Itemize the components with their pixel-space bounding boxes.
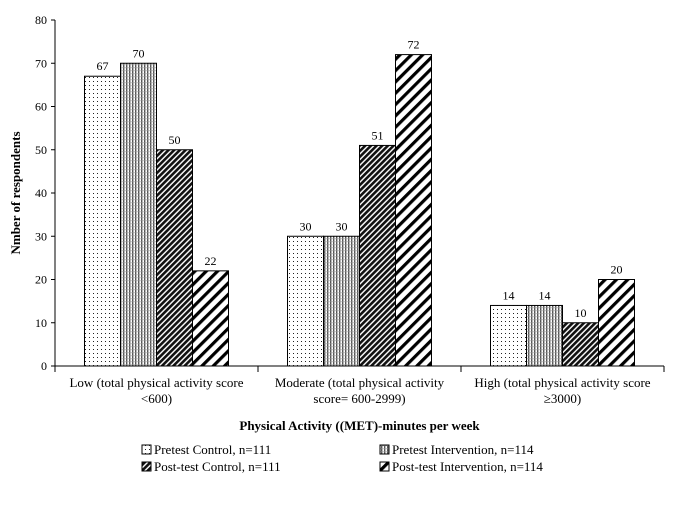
bars-group xyxy=(84,54,635,367)
legend-label: Pretest Control, n=111 xyxy=(154,442,271,457)
y-tick-label: 30 xyxy=(35,229,47,243)
x-category-label: Low (total physical activity score <600) xyxy=(69,375,243,406)
legend-label: Post-test Intervention, n=114 xyxy=(392,459,543,474)
bar xyxy=(359,144,396,367)
y-tick-label: 70 xyxy=(35,56,47,70)
data-label: 30 xyxy=(336,219,348,233)
y-tick-label: 0 xyxy=(41,359,47,373)
y-axis-title: Nmber of respondents xyxy=(8,131,23,254)
legend: Pretest Control, n=111 Pretest Interventi… xyxy=(141,442,543,474)
bar xyxy=(323,235,360,367)
data-label: 20 xyxy=(611,263,623,277)
legend-swatch xyxy=(379,444,390,455)
bar xyxy=(562,322,599,367)
data-label: 50 xyxy=(169,133,181,147)
legend-swatch xyxy=(141,444,152,455)
y-tick-label: 50 xyxy=(35,143,47,157)
data-label: 30 xyxy=(300,219,312,233)
bar xyxy=(120,62,157,367)
data-labels-group: 67 30 14 70 30 14 50 51 10 22 72 20 xyxy=(97,38,623,320)
y-tick-label: 20 xyxy=(35,273,47,287)
axes: 0 10 20 30 40 50 60 70 80 Low (total physical act… xyxy=(35,13,665,406)
y-tick-label: 10 xyxy=(35,316,47,330)
data-label: 10 xyxy=(575,306,587,320)
bar xyxy=(287,235,324,367)
bar xyxy=(526,304,563,367)
x-category-label: Moderate (total physical activity score= … xyxy=(275,375,445,406)
bar xyxy=(490,304,527,367)
bar xyxy=(598,279,635,367)
legend-swatch xyxy=(141,461,152,472)
legend-label: Pretest Intervention, n=114 xyxy=(392,442,534,457)
data-label: 14 xyxy=(503,288,515,302)
legend-swatch xyxy=(379,461,390,472)
y-tick-label: 80 xyxy=(35,13,47,27)
legend-label: Post-test Control, n=111 xyxy=(154,459,281,474)
y-tick-label: 40 xyxy=(35,186,47,200)
data-label: 72 xyxy=(408,38,420,52)
data-label: 51 xyxy=(372,128,384,142)
bar xyxy=(84,75,121,367)
data-label: 22 xyxy=(205,254,217,268)
y-tick-label: 60 xyxy=(35,100,47,114)
bar xyxy=(395,54,432,367)
x-axis-title: Physical Activity ((MET)-minutes per wee… xyxy=(239,418,480,433)
data-label: 67 xyxy=(97,59,109,73)
bar xyxy=(192,270,229,367)
x-category-label: High (total physical activity score ≥3000… xyxy=(474,375,650,406)
data-label: 14 xyxy=(539,288,551,302)
data-label: 70 xyxy=(133,46,145,60)
bar xyxy=(156,149,193,367)
